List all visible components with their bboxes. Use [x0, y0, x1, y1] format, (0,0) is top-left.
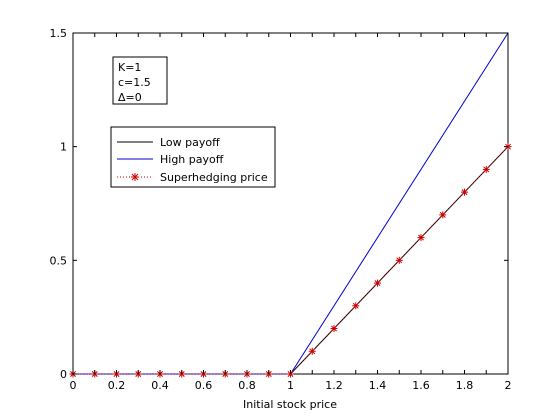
data-point-superhedging-price: [374, 279, 381, 287]
annotation-line-2: c=1.5: [118, 76, 151, 89]
x-tick-label: 0.6: [195, 379, 213, 392]
y-tick-label: 0.5: [50, 254, 68, 267]
data-point-superhedging-price: [417, 234, 425, 242]
annotation-line-1: K=1: [118, 61, 141, 74]
data-point-superhedging-price: [439, 211, 447, 219]
legend-marker-superhedging-price: [131, 173, 139, 181]
x-tick-label: 0.2: [108, 379, 126, 392]
legend-label-high-payoff: High payoff: [160, 153, 224, 166]
data-point-superhedging-price: [352, 302, 360, 310]
data-point-superhedging-price: [395, 256, 403, 264]
x-tick-label: 1.8: [456, 379, 474, 392]
y-tick-label: 1: [60, 141, 67, 154]
parameter-annotation: K=1 c=1.5 Δ=0: [112, 56, 168, 105]
data-point-superhedging-price: [482, 165, 490, 173]
x-tick-label: 1.6: [412, 379, 430, 392]
y-tick-label: 0: [60, 368, 67, 381]
legend-label-low-payoff: Low payoff: [160, 136, 220, 149]
legend: Low payoff High payoff Superhedging pric…: [110, 126, 276, 188]
data-point-superhedging-price: [461, 188, 468, 196]
x-tick-label: 0.4: [151, 379, 169, 392]
x-tick-label: 0: [70, 379, 77, 392]
x-tick-label: 1: [287, 379, 294, 392]
legend-label-superhedging-price: Superhedging price: [160, 171, 268, 184]
data-point-superhedging-price: [330, 325, 338, 333]
data-point-superhedging-price: [308, 347, 316, 355]
ticks-layer: 0 0.2 0.4 0.6 0.8 1 1.2 1.4 1.6 1.8 2 0 0.5 1 1.5: [50, 27, 512, 392]
y-tick-label: 1.5: [50, 27, 68, 40]
x-tick-label: 1.2: [325, 379, 343, 392]
x-tick-label: 1.4: [369, 379, 387, 392]
annotation-line-3: Δ=0: [118, 91, 142, 104]
x-axis-label: Initial stock price: [243, 398, 337, 411]
series-line-superhedging-price: [73, 146, 509, 375]
x-tick-label: 2: [505, 379, 512, 392]
x-tick-label: 0.8: [238, 379, 256, 392]
